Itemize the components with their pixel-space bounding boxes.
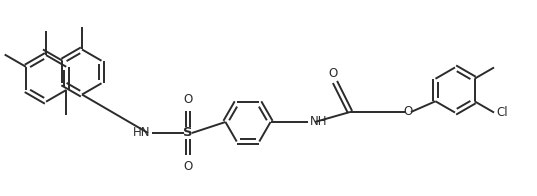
Text: O: O bbox=[183, 93, 193, 106]
Text: O: O bbox=[403, 105, 412, 119]
Text: NH: NH bbox=[310, 115, 328, 129]
Text: Cl: Cl bbox=[496, 106, 507, 119]
Text: O: O bbox=[329, 67, 338, 80]
Text: O: O bbox=[183, 161, 193, 173]
Text: S: S bbox=[183, 126, 193, 140]
Text: HN: HN bbox=[133, 126, 150, 140]
